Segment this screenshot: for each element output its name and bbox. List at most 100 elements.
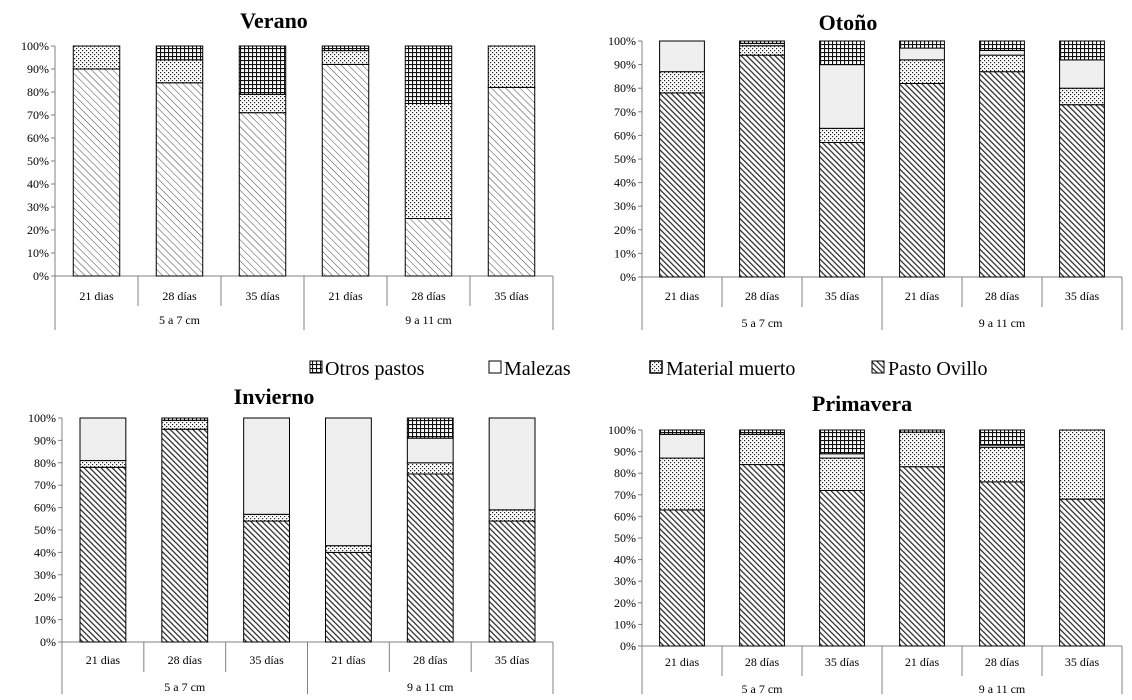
x-tick-label: 21 dias bbox=[665, 655, 700, 669]
bar-segment-malezas-1 bbox=[659, 433, 705, 459]
bar-segment-material-muerto-5 bbox=[406, 462, 454, 475]
bar-segment-material-muerto-2 bbox=[739, 433, 785, 466]
bar-segment-pasto-ovillo-1 bbox=[659, 509, 705, 647]
y-tick-label: 0% bbox=[620, 270, 636, 284]
bar-segment-material-muerto-3 bbox=[819, 457, 865, 491]
x-tick-label: 35 días bbox=[825, 655, 860, 669]
y-tick-label: 40% bbox=[614, 553, 636, 567]
y-tick-label: 30% bbox=[34, 568, 56, 582]
y-tick-label: 70% bbox=[27, 108, 49, 122]
group-label-9-a-11-cm: 9 a 11 cm bbox=[979, 682, 1026, 695]
bar-segment-pasto-ovillo-5 bbox=[979, 71, 1025, 278]
bar-segment-malezas-3 bbox=[243, 417, 290, 515]
y-tick-label: 100% bbox=[21, 39, 49, 53]
y-tick-label: 70% bbox=[614, 488, 636, 502]
x-tick-label: 28 días bbox=[985, 289, 1020, 303]
chart-title: Primavera bbox=[812, 391, 912, 416]
bar-segment-pasto-ovillo-6 bbox=[487, 86, 536, 277]
y-tick-label: 20% bbox=[34, 590, 56, 604]
bar-segment-pasto-ovillo-5 bbox=[979, 481, 1025, 647]
group-label-9-a-11-cm: 9 a 11 cm bbox=[405, 313, 452, 327]
bar-segment-material-muerto-6 bbox=[1059, 87, 1105, 106]
y-tick-label: 10% bbox=[27, 246, 49, 260]
group-label-5-a-7-cm: 5 a 7 cm bbox=[742, 316, 784, 330]
y-tick-label: 90% bbox=[614, 58, 636, 72]
bar-segment-pasto-ovillo-5 bbox=[406, 473, 454, 643]
bar-segment-otros-pastos-4 bbox=[321, 45, 370, 52]
y-tick-label: 30% bbox=[27, 200, 49, 214]
y-tick-label: 20% bbox=[614, 596, 636, 610]
bar-segment-otros-pastos-2 bbox=[739, 40, 785, 44]
bar-segment-material-muerto-5 bbox=[979, 446, 1025, 483]
y-tick-label: 100% bbox=[28, 411, 56, 425]
bar-segment-otros-pastos-3 bbox=[238, 45, 287, 95]
y-tick-label: 0% bbox=[33, 269, 49, 283]
bar-segment-otros-pastos-6 bbox=[1059, 40, 1105, 61]
y-tick-label: 10% bbox=[34, 613, 56, 627]
bar-segment-malezas-5 bbox=[979, 49, 1025, 56]
chart-verano: Verano 0% 10% 20% 30% 40% 50% 60% 70% 80% 90% 100% 2… bbox=[21, 8, 554, 330]
bar-segment-material-muerto-3 bbox=[819, 127, 865, 143]
x-tick-label: 21 días bbox=[328, 289, 363, 303]
bar-segment-pasto-ovillo-5 bbox=[404, 218, 453, 277]
bar-segment-material-muerto-1 bbox=[659, 71, 705, 94]
y-tick-label: 60% bbox=[614, 509, 636, 523]
bar-segment-material-muerto-6 bbox=[1059, 429, 1105, 500]
bar-segment-pasto-ovillo-2 bbox=[161, 428, 209, 643]
bar-segment-material-muerto-6 bbox=[488, 509, 536, 522]
y-tick-label: 30% bbox=[614, 574, 636, 588]
bar-segment-material-muerto-2 bbox=[161, 419, 209, 430]
y-tick-label: 100% bbox=[608, 34, 636, 48]
chart-primavera: Primavera 0% 10% 20% 30% 40% 50% 60% 70% 80% 90% 10… bbox=[608, 391, 1123, 696]
bar-segment-pasto-ovillo-1 bbox=[72, 68, 121, 277]
bar-segment-malezas-4 bbox=[325, 417, 372, 547]
bar-segment-pasto-ovillo-6 bbox=[488, 520, 536, 643]
y-tick-label: 80% bbox=[27, 85, 49, 99]
bar-segment-pasto-ovillo-3 bbox=[819, 489, 865, 647]
legend-label-otros-pastos: Otros pastos bbox=[325, 358, 425, 380]
x-tick-label: 21 días bbox=[905, 289, 940, 303]
bar-segment-pasto-ovillo-3 bbox=[243, 520, 290, 643]
bar-segment-malezas-3 bbox=[819, 453, 865, 459]
group-label-5-a-7-cm: 5 a 7 cm bbox=[164, 680, 206, 694]
bar-segment-material-muerto-1 bbox=[659, 457, 705, 511]
legend-swatch-malezas bbox=[488, 360, 502, 374]
bar-segment-material-muerto-3 bbox=[243, 513, 290, 522]
x-tick-label: 35 días bbox=[494, 289, 529, 303]
y-tick-label: 80% bbox=[614, 81, 636, 95]
bar-segment-pasto-ovillo-4 bbox=[899, 466, 945, 647]
bar-segment-malezas-5 bbox=[406, 437, 454, 464]
bar-segment-otros-pastos-5 bbox=[404, 45, 453, 104]
bar-segment-otros-pastos-5 bbox=[979, 429, 1025, 446]
y-tick-label: 90% bbox=[34, 433, 56, 447]
bar-segment-pasto-ovillo-1 bbox=[659, 92, 705, 278]
bar-segment-otros-pastos-4 bbox=[899, 429, 945, 433]
y-tick-label: 40% bbox=[34, 545, 56, 559]
bar-segment-material-muerto-4 bbox=[899, 59, 945, 84]
bar-segment-material-muerto-5 bbox=[404, 103, 453, 219]
y-tick-label: 30% bbox=[614, 199, 636, 213]
bar-segment-malezas-1 bbox=[79, 417, 127, 462]
group-label-9-a-11-cm: 9 a 11 cm bbox=[407, 680, 454, 694]
bar-segment-material-muerto-5 bbox=[979, 54, 1025, 73]
y-tick-label: 80% bbox=[614, 466, 636, 480]
x-tick-label: 35 días bbox=[245, 289, 280, 303]
y-tick-label: 90% bbox=[614, 445, 636, 459]
bar-segment-malezas-4 bbox=[899, 47, 945, 61]
y-tick-label: 50% bbox=[34, 523, 56, 537]
y-tick-label: 60% bbox=[34, 501, 56, 515]
bar-segment-malezas-6 bbox=[488, 417, 536, 511]
bar-segment-pasto-ovillo-2 bbox=[155, 82, 204, 277]
bar-segment-otros-pastos-3 bbox=[819, 429, 865, 455]
group-label-9-a-11-cm: 9 a 11 cm bbox=[979, 316, 1026, 330]
bar-segment-material-muerto-2 bbox=[155, 59, 204, 84]
bar-segment-pasto-ovillo-4 bbox=[321, 63, 370, 277]
x-tick-label: 21 días bbox=[331, 653, 366, 667]
chart-otono: Otoño 0% 10% 20% 30% 40% 50% 60% 70% 80% 90% 100% 21… bbox=[608, 10, 1123, 330]
y-tick-label: 50% bbox=[27, 154, 49, 168]
legend-swatch-material-muerto bbox=[649, 360, 663, 374]
x-tick-label: 28 días bbox=[745, 289, 780, 303]
bar-segment-otros-pastos-2 bbox=[155, 45, 204, 61]
